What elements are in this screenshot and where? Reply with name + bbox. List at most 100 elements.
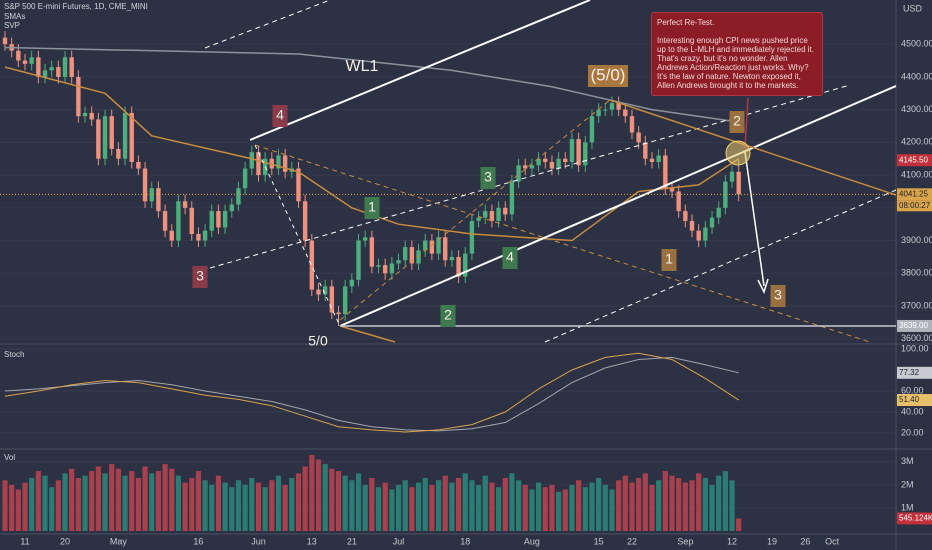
volume-bar <box>529 489 535 531</box>
candle-body <box>443 237 448 261</box>
volume-bar <box>509 473 515 531</box>
volume-bar <box>475 484 482 531</box>
y-tick-label: 4500.00 <box>901 39 932 49</box>
candle-body <box>236 188 241 205</box>
candle-body <box>22 60 28 64</box>
y-tick-label: 60.00 <box>901 385 924 395</box>
volume-bar <box>95 466 101 531</box>
volume-bar <box>75 477 81 531</box>
volume-bar <box>349 480 355 531</box>
trend-line <box>204 0 331 49</box>
volume-bar <box>102 473 108 531</box>
annotation-box <box>364 197 380 219</box>
volume-bar <box>15 489 21 531</box>
y-tick-label: 4100.00 <box>901 169 932 179</box>
y-tick-label: 20.00 <box>901 427 924 437</box>
candle-body <box>189 207 194 234</box>
volume-bar <box>42 475 48 531</box>
candle-body <box>196 234 201 241</box>
countdown-bg <box>897 200 932 212</box>
y-tick-label: 3600.00 <box>901 333 932 343</box>
volume-bar <box>702 477 708 531</box>
volume-bar <box>462 473 468 531</box>
candle-body <box>176 201 181 241</box>
volume-bar <box>155 471 162 531</box>
volume-bar <box>389 489 395 531</box>
candle-body <box>596 109 601 117</box>
volume-bar <box>469 480 475 531</box>
annotation-box <box>480 167 496 189</box>
candle-body <box>556 158 561 169</box>
y-tick-label: 3800.00 <box>901 268 932 278</box>
candle-body <box>42 70 48 77</box>
candle-body <box>56 67 61 77</box>
y-tick-label: 3900.00 <box>901 235 932 245</box>
volume-bar <box>315 459 322 531</box>
annotation-box <box>661 249 677 271</box>
y-tick-label: 3700.00 <box>901 300 932 310</box>
drawings <box>204 0 897 343</box>
volume-bar <box>369 477 375 531</box>
trend-line <box>609 99 897 196</box>
annotation: 5/0 <box>308 333 328 349</box>
volume-bar <box>169 468 175 531</box>
callout-pointer <box>744 97 749 149</box>
x-tick-label: Aug <box>524 536 540 546</box>
candle-body <box>543 158 548 162</box>
candle-body <box>676 191 681 212</box>
volume-bar <box>129 471 135 531</box>
x-tick-label: Oct <box>825 536 840 546</box>
arrow-head <box>757 278 769 295</box>
annotation-box <box>770 285 786 307</box>
candle-body <box>536 158 541 166</box>
volume-bar <box>35 471 41 531</box>
candle-body <box>609 103 615 110</box>
candle-body <box>209 211 214 231</box>
price-tag <box>897 319 932 332</box>
annotation-box <box>192 266 208 288</box>
volume-bar <box>689 480 695 531</box>
volume-bar <box>489 482 495 531</box>
volume-bar <box>242 484 248 531</box>
price-tag <box>897 512 932 525</box>
candle-body <box>729 171 735 182</box>
candle-body <box>656 155 661 162</box>
volume-bar <box>2 480 8 531</box>
candle-body <box>696 230 701 241</box>
volume-bar <box>382 482 388 531</box>
volume-bar <box>662 471 668 531</box>
candle-body <box>216 211 221 228</box>
candle-body <box>649 158 655 162</box>
candle-body <box>362 237 368 241</box>
volume-bar <box>676 477 682 531</box>
x-tick-label: 26 <box>800 536 810 546</box>
candle-body <box>509 181 515 215</box>
x-tick-label: 13 <box>307 536 317 546</box>
candle-body <box>182 201 188 208</box>
candle-body <box>429 240 435 254</box>
volume-bar <box>609 489 615 531</box>
volume-bar <box>649 484 655 531</box>
annotation-box <box>502 247 518 269</box>
volume-bar <box>536 482 542 531</box>
volume-bar <box>402 480 408 531</box>
candle-body <box>2 37 8 45</box>
candle-body <box>69 57 74 77</box>
y-tick-label: 4400.00 <box>901 71 932 81</box>
annotation: 3 <box>196 268 204 284</box>
volume-bar <box>69 468 75 531</box>
volume-bar <box>109 464 115 531</box>
volume-bar <box>222 482 228 531</box>
candle-body <box>723 181 728 208</box>
candle-body <box>503 207 508 215</box>
candle-body <box>716 207 721 218</box>
annotation: 3 <box>774 287 782 303</box>
candle-body <box>689 220 695 231</box>
countdown: 08:00:27 <box>899 201 931 210</box>
volume-bar <box>429 484 435 531</box>
volume-bar <box>709 484 715 531</box>
candle-body <box>156 188 161 212</box>
volume-bar <box>495 487 502 531</box>
volume-bar <box>729 480 735 531</box>
